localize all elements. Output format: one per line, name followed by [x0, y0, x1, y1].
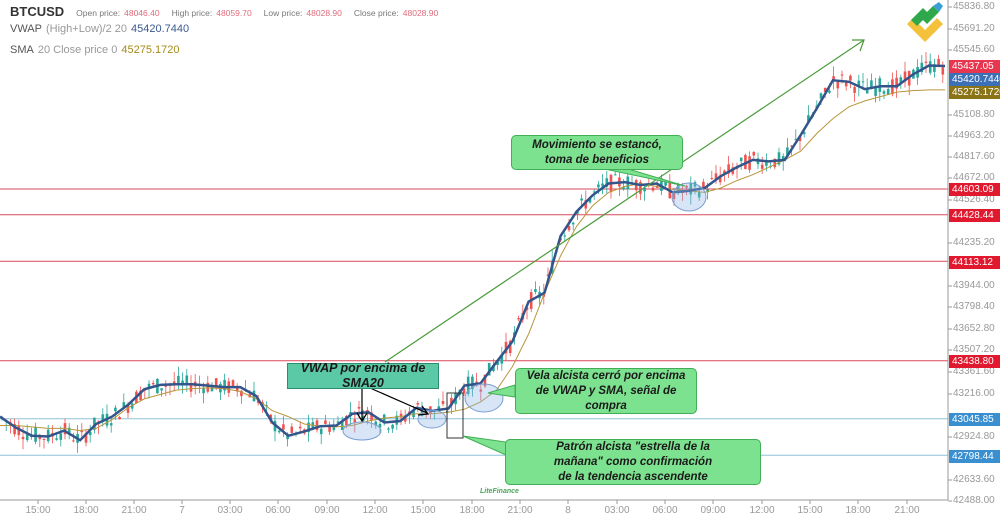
time-axis-label: 15:00: [797, 505, 823, 516]
price-tag: 43438.80: [949, 355, 1000, 368]
price-axis-label: 42924.80: [953, 431, 995, 442]
price-axis-label: 44963.20: [953, 130, 995, 141]
time-axis-label: 21:00: [894, 505, 920, 516]
price-axis-label: 43361.60: [953, 366, 995, 377]
price-tag: 45437.05: [949, 60, 1000, 73]
time-axis-label: 18:00: [845, 505, 871, 516]
time-axis-label: 18:00: [459, 505, 485, 516]
price-axis-label: 45836.80: [953, 1, 995, 12]
price-axis-label: 43216.00: [953, 388, 995, 399]
close-value: 48028.90: [402, 8, 439, 18]
price-axis-label: 44526.40: [953, 194, 995, 205]
price-axis-label: 42488.00: [953, 495, 995, 506]
time-axis-label: 18:00: [73, 505, 99, 516]
time-axis-label: 7: [179, 505, 185, 516]
ohlc-row: BTCUSD Open price: 48046.40 High price: 48…: [10, 4, 439, 19]
price-axis-label: 43507.20: [953, 344, 995, 355]
price-tag: 45420.7440: [949, 73, 1000, 86]
annotation-stalled: Movimiento se estancó, toma de beneficio…: [511, 135, 683, 170]
price-axis-label: 44235.20: [953, 237, 995, 248]
sma-line: [0, 89, 945, 432]
time-axis-label: 12:00: [362, 505, 388, 516]
price-axis-label: 44817.60: [953, 151, 995, 162]
open-value: 48046.40: [124, 8, 160, 18]
price-axis-label: 42633.60: [953, 474, 995, 485]
price-tag: 45275.1720: [949, 86, 1000, 99]
high-value: 48059.70: [216, 8, 252, 18]
price-tag: 44428.44: [949, 209, 1000, 222]
price-axis-label: 43652.80: [953, 323, 995, 334]
price-axis-label: 44672.00: [953, 172, 995, 183]
low-value: 48028.90: [306, 8, 342, 18]
time-axis-label: 15:00: [410, 505, 436, 516]
time-axis-label: 03:00: [604, 505, 630, 516]
annotation-morning-star: Patrón alcista "estrella de la mañana" c…: [505, 439, 761, 485]
price-tag: 44603.09: [949, 183, 1000, 196]
sma-value: 45275.1720: [121, 44, 180, 56]
price-axis-label: 43944.00: [953, 280, 995, 291]
time-axis-label: 06:00: [265, 505, 291, 516]
price-tag: 44113.12: [949, 256, 1000, 269]
symbol-label: BTCUSD: [10, 4, 65, 19]
trend-arrow: [384, 39, 865, 363]
time-axis-label: 12:00: [749, 505, 775, 516]
time-axis-label: 8: [565, 505, 571, 516]
time-axis-label: 21:00: [121, 505, 147, 516]
horizontal-levels: [0, 188, 948, 456]
time-axis-label: 06:00: [652, 505, 678, 516]
sma-legend[interactable]: SMA 20 Close price 0 45275.1720: [10, 44, 180, 56]
price-axis-label: 45108.80: [953, 109, 995, 120]
vwap-value: 45420.7440: [131, 23, 190, 35]
chart-legend: BTCUSD Open price: 48046.40 High price: 48…: [10, 5, 446, 62]
highlight-ellipse: [342, 421, 382, 441]
price-tag: 42798.44: [949, 450, 1000, 463]
annotation-vwap-above-sma: VWAP por encima de SMA20: [287, 361, 439, 390]
price-axis-label: 45691.20: [953, 23, 995, 34]
watermark: LiteFinance: [480, 488, 519, 495]
price-axis-label: 45545.60: [953, 44, 995, 55]
vwap-legend[interactable]: VWAP (High+Low)/2 20 45420.7440: [10, 23, 190, 35]
price-axis-label: 43798.40: [953, 301, 995, 312]
highlight-ellipse: [464, 383, 504, 413]
annotation-bullish-candle: Vela alcista cerró por encima de VWAP y …: [515, 368, 697, 414]
time-axis-label: 03:00: [217, 505, 243, 516]
time-axis-label: 15:00: [25, 505, 51, 516]
price-tag: 43045.85: [949, 413, 1000, 426]
highlight-ellipse: [671, 182, 707, 212]
morning-star-box: [446, 392, 464, 439]
time-axis-label: 21:00: [507, 505, 533, 516]
time-axis-label: 09:00: [700, 505, 726, 516]
brand-logo-icon: [907, 2, 943, 42]
highlight-ellipse: [417, 409, 447, 429]
time-axis-label: 09:00: [314, 505, 340, 516]
vwap-line: [0, 64, 946, 442]
